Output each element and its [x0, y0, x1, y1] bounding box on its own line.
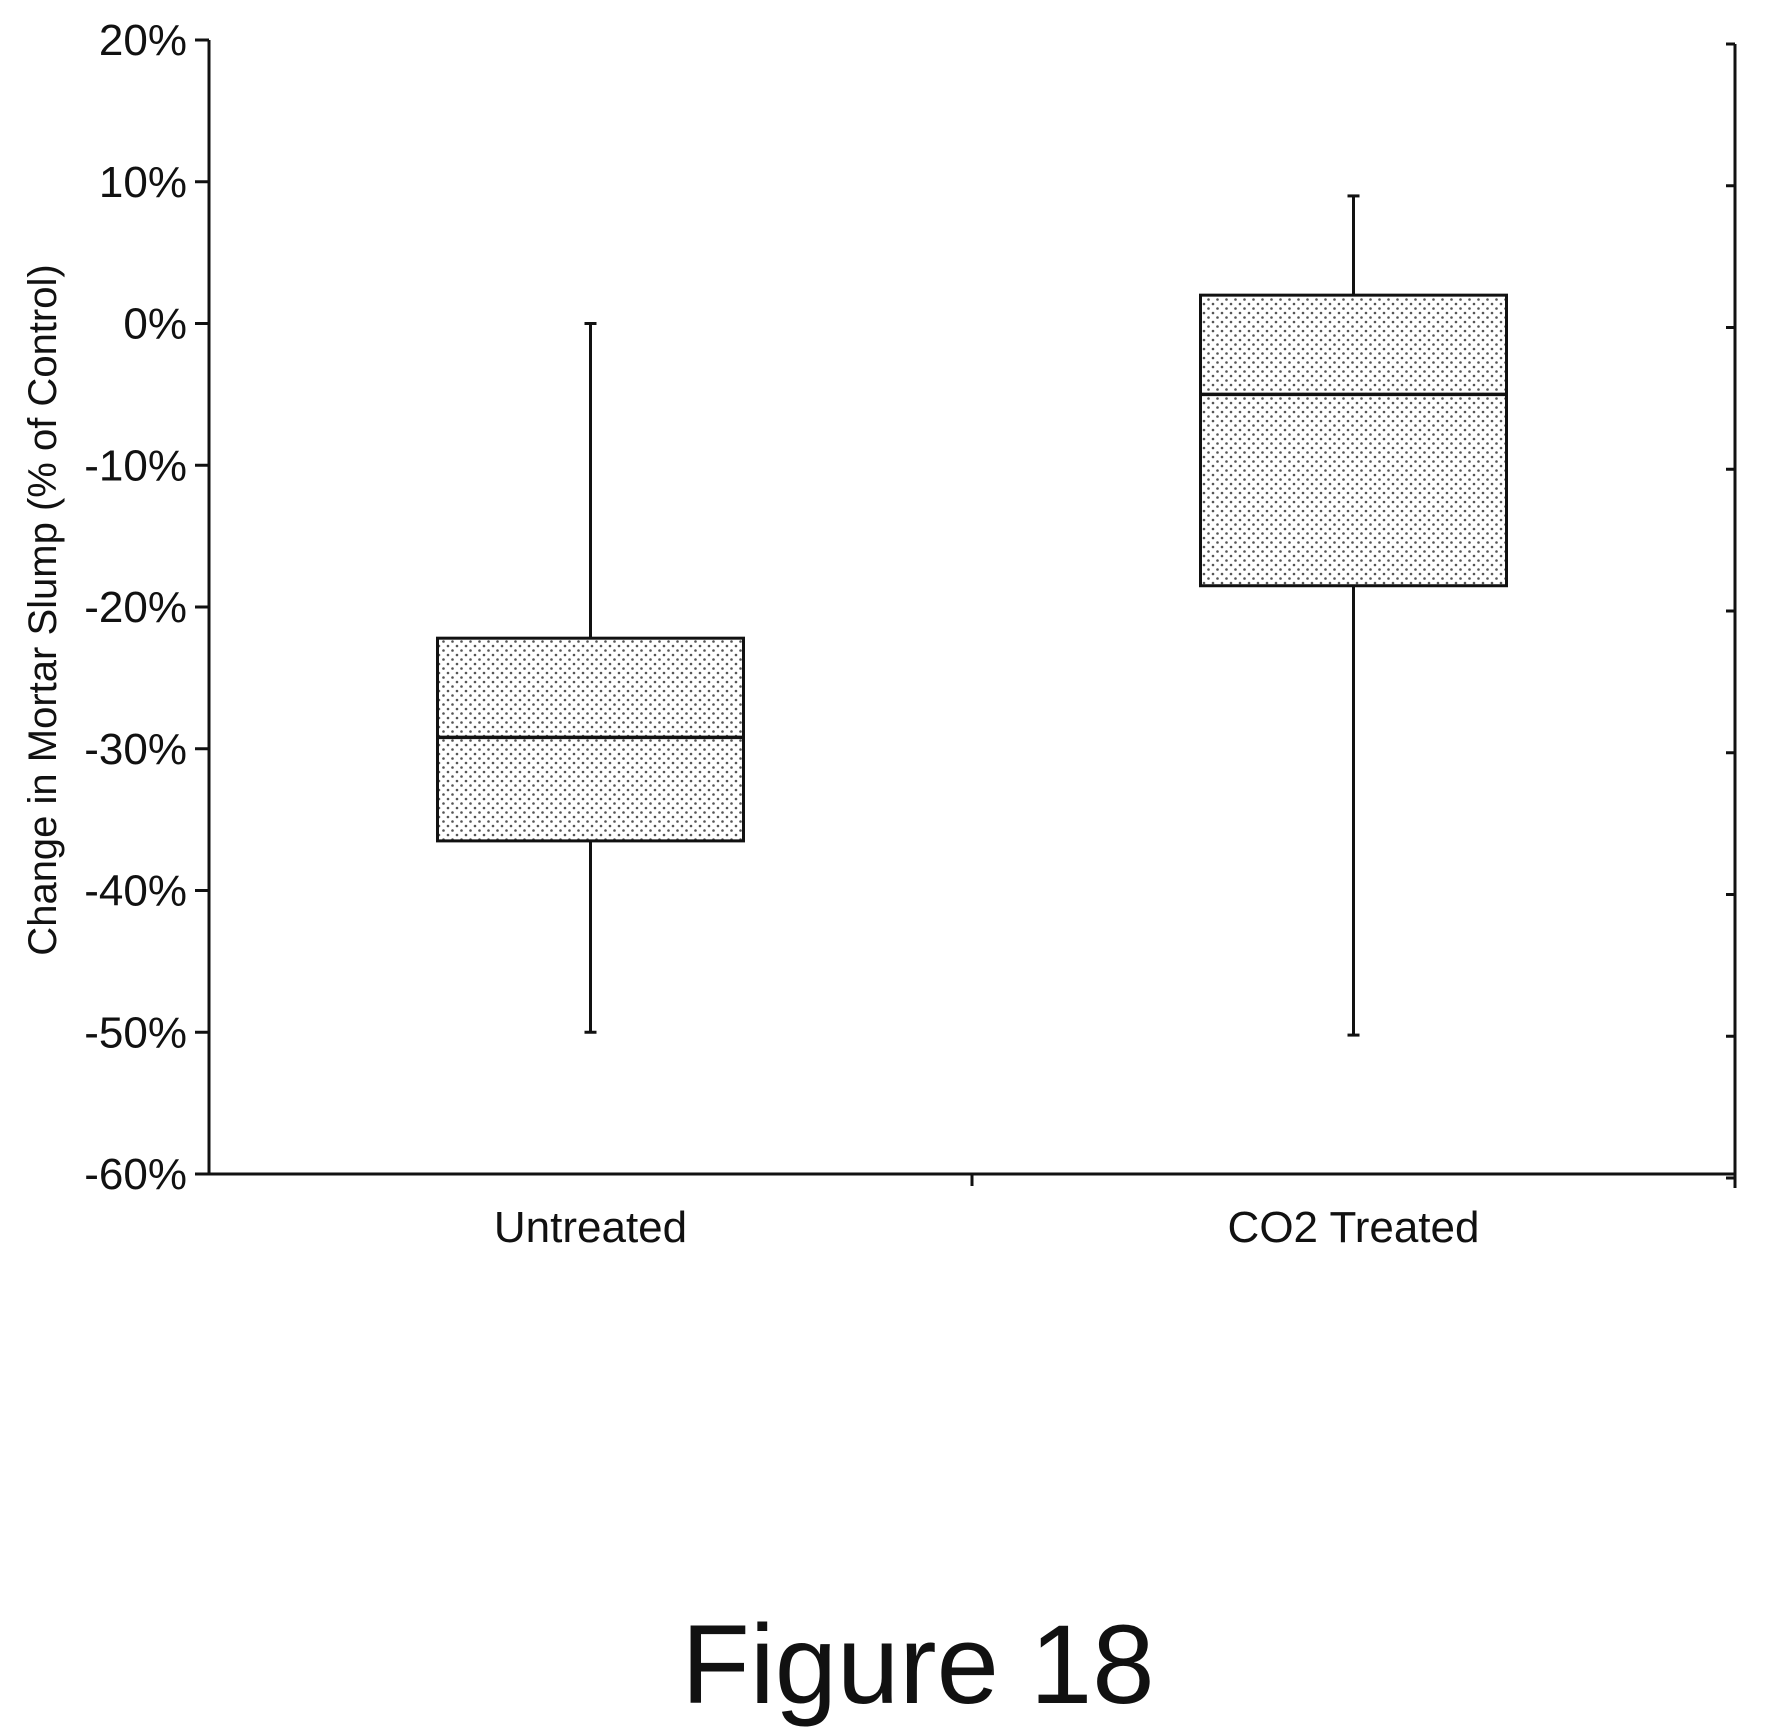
y-tick-label: 0% — [123, 300, 187, 349]
y-tick-label: -10% — [84, 441, 187, 490]
box-iqr — [1199, 293, 1508, 588]
y-tick-label: -50% — [84, 1008, 187, 1057]
x-category-label: Untreated — [494, 1203, 687, 1252]
labels-group: 20% 10% 0% -10% -20% -30% -40% -50% -60% Untreate… — [84, 16, 1479, 1252]
boxes-group — [436, 194, 1508, 1037]
y-tick-label: -60% — [84, 1150, 187, 1199]
figure-caption: Figure 18 — [681, 1602, 1154, 1727]
axes-group — [195, 38, 1737, 1188]
y-tick-label: 10% — [99, 158, 187, 207]
y-tick-label: 20% — [99, 16, 187, 65]
y-tick-label: -40% — [84, 867, 187, 916]
x-category-label: CO2 Treated — [1228, 1203, 1480, 1252]
y-tick-label: -30% — [84, 725, 187, 774]
y-axis-title: Change in Mortar Slump (% of Control) — [21, 264, 65, 955]
box-iqr — [436, 636, 745, 843]
y-tick-label: -20% — [84, 583, 187, 632]
